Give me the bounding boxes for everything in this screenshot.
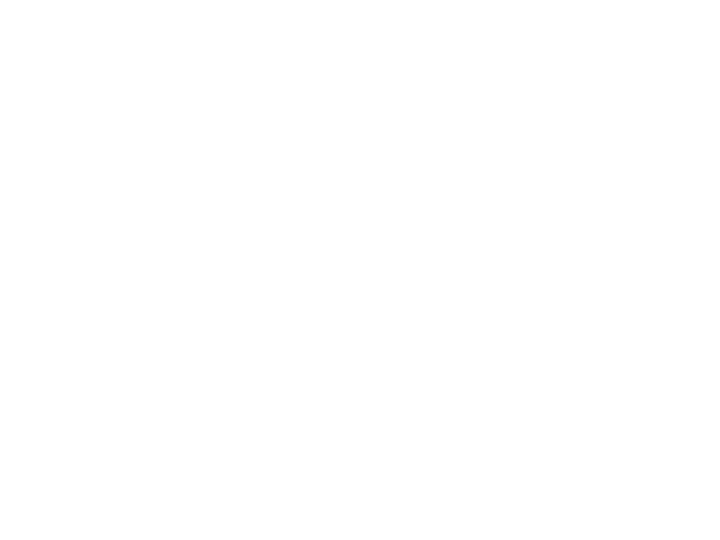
Text: Before Equity
Issue: Before Equity Issue bbox=[307, 178, 431, 214]
Text: Cash: Cash bbox=[143, 237, 183, 254]
Text: Assets
($ million): Assets ($ million) bbox=[115, 178, 210, 214]
Text: After Equity
Issue: After Equity Issue bbox=[477, 178, 585, 214]
Text: 8000: 8000 bbox=[510, 275, 551, 292]
Text: 8000: 8000 bbox=[348, 275, 390, 292]
Text: 8000: 8000 bbox=[348, 310, 390, 327]
Text: 1000: 1000 bbox=[510, 237, 551, 254]
Text: Equity Issuances and Dilution (cont'd): Equity Issuances and Dilution (cont'd) bbox=[135, 94, 720, 125]
Text: Existing assets: Existing assets bbox=[102, 275, 223, 292]
Text: $16.00: $16.00 bbox=[341, 401, 397, 418]
Text: $16.00: $16.00 bbox=[503, 401, 559, 418]
Text: 500: 500 bbox=[354, 360, 384, 377]
Text: 9000: 9000 bbox=[510, 310, 551, 327]
Text: Value per share: Value per share bbox=[99, 401, 226, 418]
Text: 562.5: 562.5 bbox=[508, 360, 554, 377]
Text: Shares outstanding
(million): Shares outstanding (million) bbox=[84, 350, 242, 387]
